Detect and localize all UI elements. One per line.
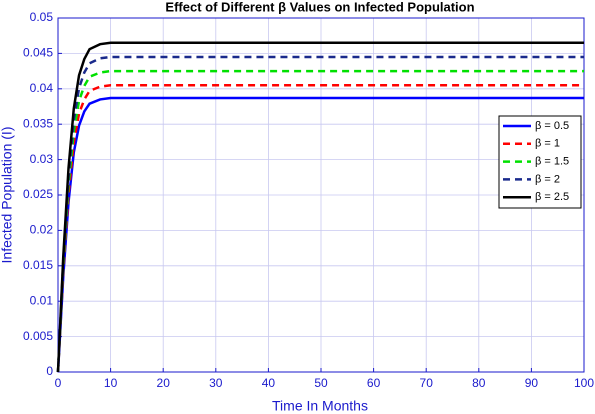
chart-title: Effect of Different β Values on Infected… [165,0,474,14]
x-tick-label: 40 [262,376,276,390]
y-tick-label: 0.02 [30,223,54,237]
legend-label: β = 0.5 [535,120,569,132]
y-tick-label: 0.01 [30,293,54,307]
series-line [56,41,584,373]
legend-label: β = 1 [535,138,560,150]
y-tick-label: 0.045 [23,46,53,60]
y-tick-label: 0 [46,364,53,378]
x-tick-label: 30 [209,376,223,390]
x-tick-label: 0 [55,376,62,390]
x-tick-label: 80 [472,376,486,390]
x-tick-label: 10 [104,376,118,390]
legend-label: β = 2.5 [535,191,569,203]
y-axis-label: Infected Population (I) [0,127,15,264]
x-tick-label: 50 [314,376,328,390]
y-tick-label: 0.025 [23,187,53,201]
legend-label: β = 1.5 [535,156,569,168]
plot-frame [57,17,585,373]
series-line [56,84,584,373]
legend-label: β = 2 [535,173,560,185]
y-tick-label: 0.005 [23,329,53,343]
y-tick-label: 0.05 [30,10,54,24]
legend-box [498,115,582,209]
x-tick-label: 20 [157,376,171,390]
y-tick-label: 0.015 [23,258,53,272]
y-tick-label: 0.03 [30,152,54,166]
y-tick-label: 0.04 [30,81,54,95]
x-axis-label: Time In Months [272,398,368,414]
legend: β = 0.5 β = 1 β = 1.5 β = 2 β = 2.5 [498,115,582,209]
y-tick-label: 0.035 [23,116,53,130]
x-tick-label: 60 [367,376,381,390]
series-line [56,55,584,373]
x-tick-label: 100 [574,376,594,390]
x-tick-label: 70 [420,376,434,390]
x-tick-label: 90 [525,376,539,390]
